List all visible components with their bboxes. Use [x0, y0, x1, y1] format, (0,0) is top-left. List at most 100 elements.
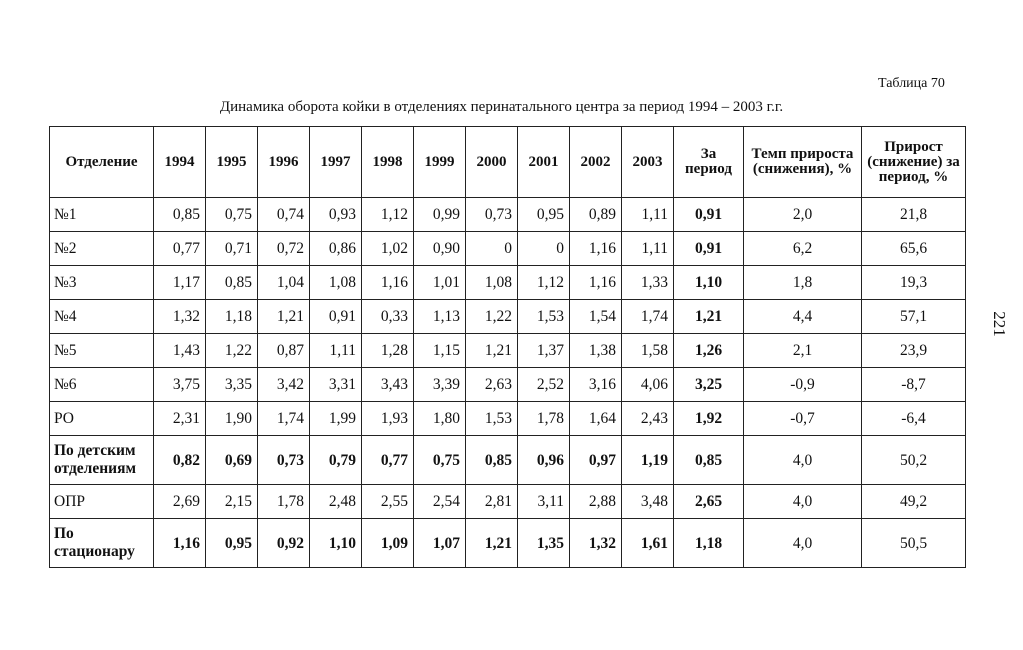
column-header: 2002 — [569, 126, 622, 198]
year-value-cell: 1,17 — [153, 265, 206, 300]
year-value-cell: 2,69 — [153, 484, 206, 519]
year-value-cell: 1,21 — [465, 518, 518, 568]
year-value-cell: 1,11 — [309, 333, 362, 368]
increase-cell: 50,2 — [861, 435, 966, 485]
year-value-cell: 1,74 — [621, 299, 674, 334]
year-value-cell: 1,22 — [465, 299, 518, 334]
year-value-cell: 3,48 — [621, 484, 674, 519]
column-header: 1994 — [153, 126, 206, 198]
column-header: 1999 — [413, 126, 466, 198]
year-value-cell: 1,28 — [361, 333, 414, 368]
year-value-cell: 0,75 — [205, 197, 258, 232]
year-value-cell: 1,35 — [517, 518, 570, 568]
year-value-cell: 0,92 — [257, 518, 310, 568]
year-value-cell: 0,82 — [153, 435, 206, 485]
year-value-cell: 1,74 — [257, 401, 310, 436]
table-caption: Динамика оборота койки в отделениях пери… — [219, 99, 784, 115]
table-row: №1 0,85 0,75 0,74 0,93 1,12 0,99 0,73 0,95 0,89 1,… — [49, 197, 966, 232]
year-value-cell: 2,31 — [153, 401, 206, 436]
increase-cell: 49,2 — [861, 484, 966, 519]
period-cell: 1,10 — [673, 265, 744, 300]
table-row: №3 1,17 0,85 1,04 1,08 1,16 1,01 1,08 1,12 1,16 1,… — [49, 265, 966, 300]
increase-cell: -8,7 — [861, 367, 966, 402]
year-value-cell: 1,37 — [517, 333, 570, 368]
year-value-cell: 1,13 — [413, 299, 466, 334]
year-value-cell: 0 — [465, 231, 518, 266]
year-value-cell: 0,85 — [465, 435, 518, 485]
year-value-cell: 2,43 — [621, 401, 674, 436]
department-cell: По детским отделениям — [49, 435, 154, 485]
year-value-cell: 1,15 — [413, 333, 466, 368]
period-cell: 1,92 — [673, 401, 744, 436]
year-value-cell: 1,21 — [465, 333, 518, 368]
growth-rate-cell: 2,1 — [743, 333, 862, 368]
year-value-cell: 1,07 — [413, 518, 466, 568]
year-value-cell: 1,12 — [361, 197, 414, 232]
year-value-cell: 0,85 — [153, 197, 206, 232]
growth-rate-cell: 1,8 — [743, 265, 862, 300]
table-row: №5 1,43 1,22 0,87 1,11 1,28 1,15 1,21 1,37 1,38 1,… — [49, 333, 966, 368]
department-cell: №5 — [49, 333, 154, 368]
year-value-cell: 0,79 — [309, 435, 362, 485]
increase-cell: 23,9 — [861, 333, 966, 368]
year-value-cell: 3,75 — [153, 367, 206, 402]
year-value-cell: 1,54 — [569, 299, 622, 334]
period-cell: 3,25 — [673, 367, 744, 402]
table-row: По детским отделениям 0,82 0,69 0,73 0,79 0,7… — [49, 435, 966, 485]
year-value-cell: 1,80 — [413, 401, 466, 436]
year-value-cell: 0,75 — [413, 435, 466, 485]
table-label: Таблица 70 — [878, 76, 945, 91]
column-header: 2000 — [465, 126, 518, 198]
year-value-cell: 1,58 — [621, 333, 674, 368]
year-value-cell: 1,09 — [361, 518, 414, 568]
year-value-cell: 0,77 — [153, 231, 206, 266]
year-value-cell: 1,19 — [621, 435, 674, 485]
column-header: 1996 — [257, 126, 310, 198]
department-cell: По стационару — [49, 518, 154, 568]
year-value-cell: 1,78 — [257, 484, 310, 519]
bed-turnover-table: Отделение 1994 1995 1996 1997 1998 1999 … — [49, 126, 966, 568]
period-cell: 0,85 — [673, 435, 744, 485]
year-value-cell: 1,01 — [413, 265, 466, 300]
increase-cell: -6,4 — [861, 401, 966, 436]
year-value-cell: 1,11 — [621, 231, 674, 266]
year-value-cell: 0,93 — [309, 197, 362, 232]
year-value-cell: 3,31 — [309, 367, 362, 402]
department-cell: №2 — [49, 231, 154, 266]
growth-rate-cell: 4,0 — [743, 435, 862, 485]
year-value-cell: 4,06 — [621, 367, 674, 402]
year-value-cell: 1,78 — [517, 401, 570, 436]
year-value-cell: 2,15 — [205, 484, 258, 519]
growth-rate-cell: 2,0 — [743, 197, 862, 232]
table-row: №6 3,75 3,35 3,42 3,31 3,43 3,39 2,63 2,52 3,16 4,… — [49, 367, 966, 402]
year-value-cell: 0 — [517, 231, 570, 266]
period-cell: 0,91 — [673, 197, 744, 232]
year-value-cell: 1,16 — [569, 265, 622, 300]
column-header: 1998 — [361, 126, 414, 198]
year-value-cell: 0,71 — [205, 231, 258, 266]
period-cell: 1,21 — [673, 299, 744, 334]
year-value-cell: 1,11 — [621, 197, 674, 232]
column-header: Темп прироста (снижения), % — [743, 126, 862, 198]
year-value-cell: 0,99 — [413, 197, 466, 232]
year-value-cell: 0,86 — [309, 231, 362, 266]
year-value-cell: 3,35 — [205, 367, 258, 402]
column-header: 2001 — [517, 126, 570, 198]
period-cell: 0,91 — [673, 231, 744, 266]
year-value-cell: 1,18 — [205, 299, 258, 334]
year-value-cell: 1,53 — [517, 299, 570, 334]
year-value-cell: 1,64 — [569, 401, 622, 436]
year-value-cell: 2,81 — [465, 484, 518, 519]
increase-cell: 50,5 — [861, 518, 966, 568]
growth-rate-cell: -0,9 — [743, 367, 862, 402]
year-value-cell: 2,48 — [309, 484, 362, 519]
growth-rate-cell: 4,0 — [743, 518, 862, 568]
year-value-cell: 1,04 — [257, 265, 310, 300]
year-value-cell: 0,73 — [465, 197, 518, 232]
column-header: Отделение — [49, 126, 154, 198]
year-value-cell: 2,55 — [361, 484, 414, 519]
table-row: По стационару 1,16 0,95 0,92 1,10 1,09 1,07 1,2… — [49, 518, 966, 568]
year-value-cell: 1,61 — [621, 518, 674, 568]
year-value-cell: 3,16 — [569, 367, 622, 402]
year-value-cell: 1,16 — [569, 231, 622, 266]
